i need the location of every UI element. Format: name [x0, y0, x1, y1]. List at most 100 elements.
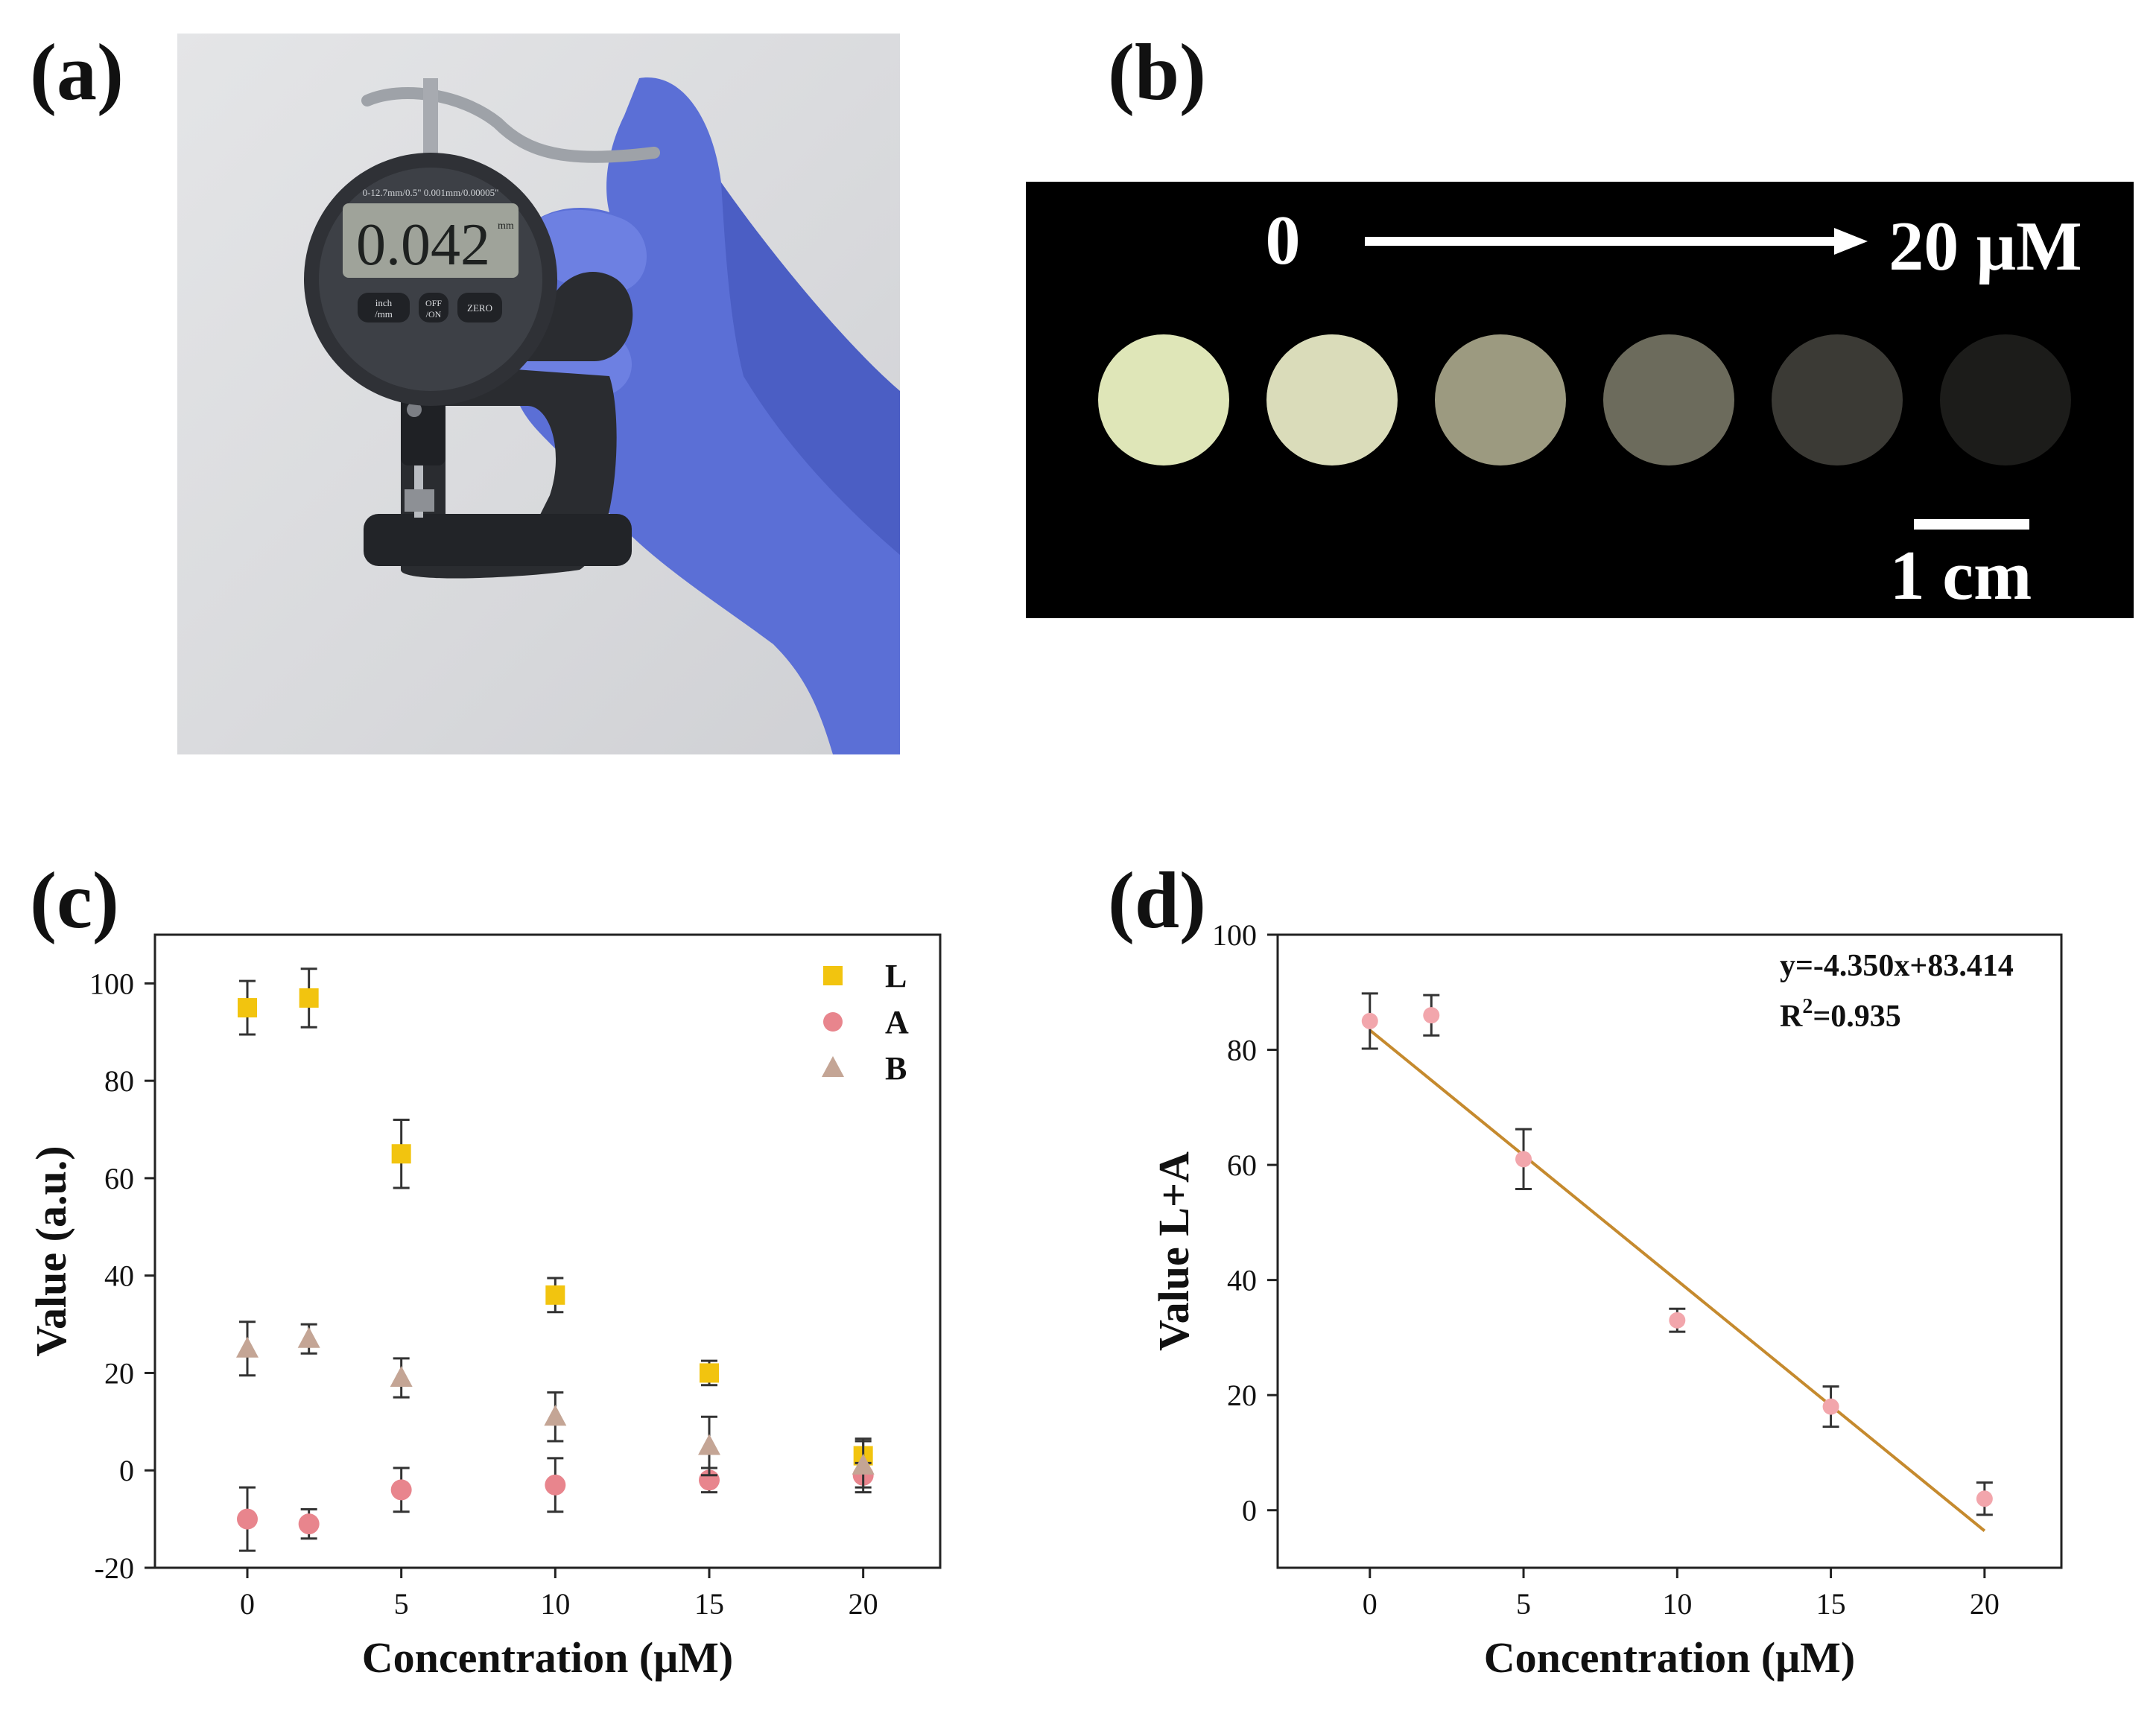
data-point-a-3 [545, 1474, 566, 1496]
data-point-l-1 [299, 988, 319, 1008]
fluorescent-spot-2 [1266, 334, 1398, 465]
r-squared-prefix: R [1780, 999, 1803, 1034]
gauge-lever [361, 87, 660, 163]
legend-marker-l [823, 966, 843, 985]
y-tick-label: 40 [1227, 1264, 1257, 1297]
y-tick-label: 20 [104, 1356, 134, 1390]
x-tick-label: 5 [1516, 1587, 1531, 1621]
thickness-gauge-photo: 0-12.7mm/0.5" 0.001mm/0.00005" 0.042 mm … [177, 34, 900, 754]
gauge-button-zero [457, 293, 502, 322]
y-tick-label: 0 [119, 1454, 134, 1487]
gauge-button-off-on [419, 293, 448, 322]
data-point-b-2 [390, 1366, 413, 1387]
data-point-a-1 [298, 1513, 320, 1535]
data-point-b-0 [236, 1336, 259, 1358]
data-point-series-0 [1361, 1012, 1378, 1029]
fluorescent-spot-3 [1435, 334, 1566, 465]
data-point-a-0 [237, 1508, 258, 1530]
glove-finger [527, 209, 647, 293]
data-point-series-3 [1669, 1312, 1686, 1329]
r-squared-superscript: 2 [1802, 995, 1813, 1018]
y-tick-label: 20 [1227, 1379, 1257, 1412]
y-axis-label: Value L+A [1150, 1151, 1198, 1351]
data-point-l-0 [238, 998, 257, 1018]
x-tick-label: 10 [540, 1587, 570, 1621]
legend-label-b: B [885, 1050, 907, 1087]
y-tick-label: -20 [95, 1551, 134, 1585]
data-point-l-3 [545, 1285, 565, 1305]
x-tick-label: 10 [1662, 1587, 1692, 1621]
fit-equation: y=-4.350x+83.414 [1780, 949, 2014, 983]
r-squared-value: R2=0.935 [1780, 995, 1901, 1034]
panel-label-d: (d) [1108, 856, 1206, 945]
data-point-l-4 [700, 1363, 719, 1383]
fit-line [1369, 1029, 1986, 1532]
y-axis-label: Value (a.u.) [27, 1145, 75, 1356]
gauge-unit: mm [498, 220, 514, 232]
legend-marker-b [822, 1056, 844, 1077]
gauge-reading: 0.042 [356, 212, 490, 278]
gauge-screw [407, 402, 422, 417]
gauge-buttons: inch /mm OFF /ON ZERO [358, 293, 502, 322]
fluorescent-spot-6 [1940, 334, 2071, 465]
legend-marker-a [823, 1012, 843, 1032]
data-point-series-2 [1515, 1151, 1532, 1168]
y-tick-label: 60 [1227, 1148, 1257, 1182]
legend-label-a: A [885, 1004, 909, 1040]
data-point-series-4 [1822, 1398, 1839, 1415]
legend-label-l: L [885, 958, 907, 994]
x-axis-label: Concentration (μM) [1484, 1633, 1855, 1682]
x-tick-label: 15 [694, 1587, 724, 1621]
scale-bar-label: 1 cm [1890, 537, 2032, 614]
chart-d: 0 5 10 15 20 0 20 40 60 80 100 Concentration (μM) Va… [1150, 918, 2063, 1682]
y-tick-label: 0 [1242, 1494, 1257, 1528]
spots-group [1098, 334, 2071, 465]
x-tick-label: 0 [1363, 1587, 1377, 1621]
y-tick-label: 40 [104, 1259, 134, 1293]
data-point-b-4 [698, 1434, 720, 1455]
y-tick-label: 60 [104, 1162, 134, 1195]
gauge-button-mm-label: /mm [375, 308, 393, 320]
fluorescent-spot-1 [1098, 334, 1229, 465]
data-point-b-3 [544, 1405, 567, 1426]
plot-frame [153, 933, 942, 1569]
panel-label-b: (b) [1108, 28, 1206, 117]
glove-shadow [721, 182, 900, 555]
gauge-anvil [405, 489, 434, 512]
panel-label-a: (a) [30, 28, 124, 117]
y-tick-label: 100 [1212, 918, 1257, 952]
concentration-arrow-head [1834, 228, 1868, 255]
x-tick-label: 20 [849, 1587, 878, 1621]
gauge-button-off-label: OFF [425, 298, 442, 308]
gauge-lcd [343, 203, 519, 278]
data-point-b-5 [852, 1453, 875, 1475]
gauge-button-inch-label: inch [375, 297, 393, 308]
x-tick-label: 0 [240, 1587, 255, 1621]
data-point-series-1 [1423, 1007, 1440, 1024]
x-tick-label: 5 [394, 1587, 409, 1621]
data-point-b-1 [297, 1326, 320, 1348]
data-point-a-2 [390, 1479, 412, 1501]
r-squared-number: =0.935 [1813, 999, 1900, 1034]
x-tick-label: 15 [1816, 1587, 1846, 1621]
gauge-button-zero-label: ZERO [467, 302, 492, 314]
y-tick-label: 80 [1227, 1034, 1257, 1067]
gauge-illustration: 0-12.7mm/0.5" 0.001mm/0.00005" 0.042 mm … [304, 77, 900, 754]
fluorescent-spot-5 [1772, 334, 1903, 465]
plot-frame [1276, 933, 2063, 1569]
y-tick-label: 100 [89, 967, 134, 1000]
fluorescence-spots-photo: 0 20 μM 1 cm [1026, 182, 2134, 618]
fluorescent-spot-4 [1603, 334, 1734, 465]
gauge-base [364, 514, 632, 566]
gauge-button-inch-mm [358, 293, 410, 322]
gauge-dial-face [319, 168, 542, 391]
arrow-end-label: 20 μM [1889, 208, 2082, 285]
gauge-button-on-label: /ON [426, 309, 442, 320]
gauge-spec-text: 0-12.7mm/0.5" 0.001mm/0.00005" [363, 187, 499, 198]
arrow-start-label: 0 [1266, 202, 1301, 279]
data-point-l-2 [391, 1144, 411, 1164]
panel-label-c: (c) [30, 856, 119, 945]
gauge-stem [423, 78, 438, 160]
chart-c: 0 5 10 15 20 -20 0 20 40 60 80 100 Concentration (μM… [27, 933, 942, 1682]
spots-illustration: 0 20 μM 1 cm [1098, 202, 2082, 614]
